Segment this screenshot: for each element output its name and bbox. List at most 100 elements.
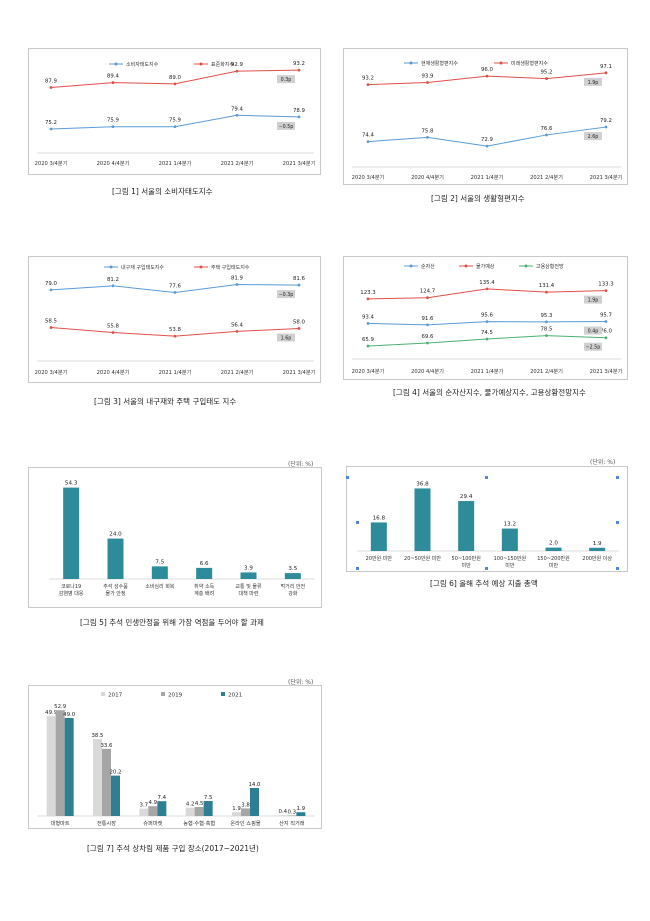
x-tick-label: 20~50만원 미만: [404, 555, 441, 562]
figure-2-caption: [그림 2] 서울의 생활형편지수: [431, 194, 525, 203]
data-label: 53.8: [169, 327, 182, 333]
data-point: [49, 326, 53, 329]
data-label: 96.0: [481, 67, 494, 73]
figure-5-unit: (단위: %): [288, 461, 314, 468]
data-label: 69.6: [421, 334, 434, 340]
bar: [151, 566, 168, 579]
bar-value-label: 24.0: [109, 532, 122, 538]
data-point: [235, 69, 239, 73]
x-tick-label: 농협·수협·축협: [183, 819, 215, 827]
data-point: [426, 296, 429, 300]
bar: [414, 488, 431, 551]
figure-4-panel: 2020 3/4분기 2020 4/4분기 2021 1/4분기 2021 2/4분기…: [343, 256, 628, 380]
bar: [157, 801, 167, 816]
legend-marker: [199, 62, 203, 66]
data-point: [297, 115, 301, 119]
figure-7-unit: (단위: %): [288, 679, 314, 686]
x-tick-label: 취약 소득 계층 배려: [194, 583, 214, 597]
data-label: 93.2: [293, 61, 305, 67]
bar: [107, 538, 124, 579]
data-point: [297, 327, 301, 330]
selection-handle-decor: [485, 567, 488, 570]
data-point: [297, 283, 301, 287]
bar-value-label: 1.9: [297, 806, 306, 812]
bar: [194, 807, 204, 816]
legend-label: 표준화지수: [211, 61, 234, 68]
change-badge: [584, 342, 602, 351]
figure-6-chart: 16.8 20만원 미만 36.8 20~50만원 미만 29.4 50~100만원 미만 1…: [357, 481, 619, 569]
data-point: [604, 71, 608, 75]
data-label: 93.4: [362, 314, 375, 320]
bar: [589, 547, 606, 551]
change-badge: [277, 333, 295, 342]
x-tick-label: 2020 3/4분기: [352, 367, 385, 375]
x-tick-label: 2021 3/4분기: [283, 368, 316, 376]
selection-handle-decor: [356, 567, 359, 570]
figure-7-chart: 2017 2019 2021 49.952.9 49.0 대형마트 38.5 33.6 20.2…: [37, 692, 315, 827]
data-point: [366, 297, 370, 301]
data-point: [173, 82, 177, 86]
x-tick-label: 2021 3/4분기: [590, 173, 623, 181]
data-label: 93.2: [362, 76, 374, 82]
series-line: [367, 288, 607, 300]
x-tick-label: 먹거리 안전 강화: [281, 583, 306, 597]
data-label: 65.9: [362, 337, 375, 343]
bar-value-label: 20.2: [109, 770, 121, 776]
data-label: 124.7: [420, 289, 435, 295]
data-point: [173, 334, 177, 338]
data-point: [366, 83, 370, 87]
bar: [64, 718, 74, 816]
bar: [458, 501, 475, 551]
legend-label: 소비자태도지수: [126, 61, 159, 68]
data-point: [366, 322, 370, 325]
legend-label: 2021: [228, 693, 243, 699]
bar: [139, 808, 149, 816]
data-point: [545, 320, 548, 324]
x-tick-label: 2021 3/4분기: [283, 159, 316, 167]
bar: [148, 806, 158, 816]
data-label: 79.2: [600, 118, 612, 124]
bar-value-label: 7.5: [204, 795, 213, 801]
legend-label: 2019: [168, 693, 183, 699]
data-point: [111, 81, 115, 84]
data-label: 81.9: [231, 276, 244, 282]
bar-value-label: 3.8: [241, 802, 250, 808]
x-tick-label: 2021 2/4분기: [530, 367, 563, 375]
data-label: 75.9: [169, 118, 182, 124]
data-label: 81.2: [107, 277, 119, 283]
bar: [102, 748, 111, 816]
x-tick-label: 2021 1/4분기: [159, 368, 192, 376]
legend-label: 내구재 구입태도지수: [121, 264, 164, 271]
selection-handle-decor: [616, 476, 619, 479]
bar: [63, 487, 80, 579]
change-badge: [277, 290, 295, 299]
bar: [278, 815, 288, 816]
data-label: 75.8: [421, 128, 434, 134]
x-tick-label: 산지 직거래: [279, 819, 305, 827]
data-label: 93.9: [421, 74, 434, 80]
figure-3-caption: [그림 3] 서울의 내구재와 주택 구입태도 지수: [94, 397, 237, 406]
bar-value-label: 7.5: [155, 559, 164, 565]
data-label: 89.4: [107, 74, 120, 80]
change-badge-label: −2.5p: [586, 345, 601, 351]
selection-handle-decor: [485, 476, 488, 479]
data-label: 77.6: [169, 283, 182, 289]
legend-swatch: [101, 692, 105, 696]
figure-1-panel: 2020 3/4분기 2020 4/4분기 2021 1/4분기 2021 2/4분기…: [28, 48, 321, 175]
change-badge-label: 1.9p: [588, 298, 599, 304]
x-tick-label: 추석 성수품 물가 안정: [103, 583, 128, 597]
data-point: [111, 125, 115, 129]
data-label: 95.6: [481, 313, 494, 319]
figure-7-panel: 2017 2019 2021 49.9 52.9 49.0 대형마트 38.5 33.6 20.2…: [28, 685, 322, 829]
data-point: [545, 334, 548, 338]
data-label: 78.5: [540, 327, 552, 333]
data-point: [545, 77, 548, 80]
bar: [501, 528, 518, 551]
data-label: 95.2: [540, 70, 552, 76]
figure-5-panel: 54.3 코로나19 감염병 대응 24.0 추석 성수품 물가 안정 7.5 소비심리 회복…: [28, 467, 322, 608]
bar-value-label: 4.5: [195, 801, 204, 807]
bar-value-label: 29.4: [460, 494, 473, 500]
change-badge-label: 2.6p: [588, 134, 599, 140]
legend-label: 주택 구입태도지수: [211, 264, 250, 271]
x-tick-label: 소비심리 회복: [145, 583, 175, 590]
